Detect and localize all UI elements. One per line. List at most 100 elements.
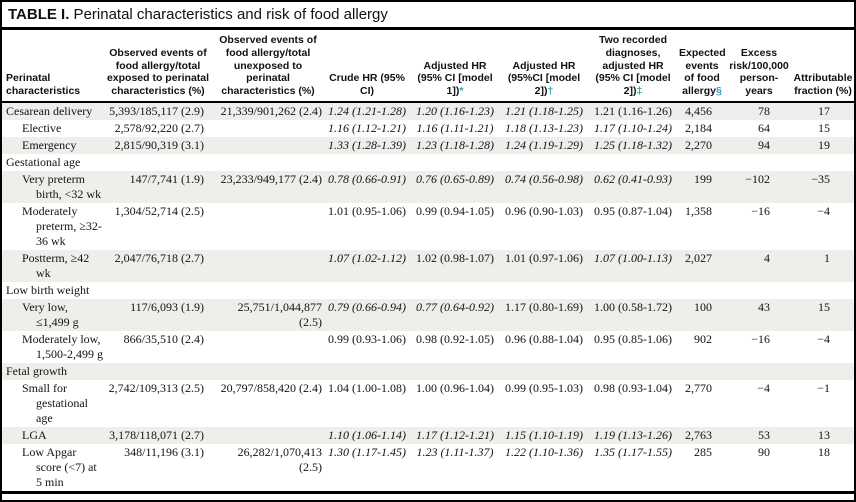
table-cell: 2,770 — [685, 380, 712, 395]
table-cell: 1.00 (0.96-1.04) — [416, 380, 494, 395]
table-cell: 2,270 — [685, 137, 712, 152]
table-cell: 21,339/901,262 (2.4) — [220, 103, 322, 118]
table-cell: 64 — [758, 120, 770, 135]
table-cell: 19 — [818, 137, 830, 152]
table-cell: 0.96 (0.90-1.03) — [505, 203, 583, 218]
table-cell: 1.16 (1.11-1.21) — [416, 120, 494, 135]
column-header-label: Perinatal characteristics — [6, 72, 81, 98]
table-cell: 348/11,196 (3.1) — [124, 444, 204, 459]
table-cell: 13 — [818, 427, 830, 442]
footnote-marker: ‡ — [636, 85, 643, 98]
table-cell: 0.77 (0.64-0.92) — [416, 299, 494, 314]
table-cell: −4 — [757, 380, 770, 395]
footnote-marker: * — [459, 85, 464, 98]
column-header: Adjusted HR (95% CI [model 1])* — [410, 30, 500, 103]
table-cell — [212, 137, 324, 154]
table-body: Cesarean delivery 5,393/185,117 (2.9) 21,3… — [2, 101, 854, 493]
table-cell: 1.07 (1.02-1.12) — [328, 250, 406, 265]
table-cell — [212, 203, 324, 250]
row-label: Postterm, ≥42 wk — [22, 250, 90, 280]
table-cell: 4,456 — [685, 103, 712, 118]
table-cell: 1.21 (1.16-1.26) — [594, 103, 672, 118]
table-cell: 1.00 (0.58-1.72) — [594, 299, 672, 314]
table-cell: 2,815/90,319 (3.1) — [114, 137, 204, 152]
column-header-label: Observed events of food allergy/total un… — [219, 34, 317, 98]
table-cell — [212, 427, 324, 444]
table-cell: 0.79 (0.66-0.94) — [328, 299, 406, 314]
table-cell: 15 — [818, 299, 830, 314]
table-cell: 0.76 (0.65-0.89) — [416, 171, 494, 186]
table-cell: 5,393/185,117 (2.9) — [109, 103, 204, 118]
table-cell: 0.62 (0.41-0.93) — [594, 171, 672, 186]
table-cell: 1.17 (0.80-1.69) — [505, 299, 583, 314]
table-cell: 1.33 (1.28-1.39) — [328, 137, 406, 152]
table-cell: −4 — [817, 331, 830, 346]
row-label: LGA — [22, 427, 47, 442]
column-header: Excess risk/100,000 person-years — [726, 30, 792, 103]
table-cell: −102 — [745, 171, 770, 186]
table-cell: 1.35 (1.17-1.55) — [594, 444, 672, 459]
table-cell: 26,282/1,070,413 (2.5) — [237, 444, 322, 474]
table-cell: 17 — [818, 103, 830, 118]
table-cell: −16 — [751, 203, 770, 218]
perinatal-characteristics-table: Perinatal characteristics Observed events… — [2, 30, 854, 494]
table-cell: 20,797/858,420 (2.4) — [220, 380, 322, 395]
header-row: Perinatal characteristics Observed events… — [2, 30, 854, 103]
table-cell: 1.01 (0.95-1.06) — [328, 203, 406, 218]
table-row: Elective 2,578/92,220 (2.7) 1.16 (1.12-1.2… — [2, 120, 854, 137]
table-cell: 1.24 (1.19-1.29) — [505, 137, 583, 152]
table-cell: −16 — [751, 331, 770, 346]
column-header-label: Two recorded diagnoses, adjusted HR (95%… — [595, 34, 671, 98]
table-cell: 2,742/109,313 (2.5) — [108, 380, 204, 395]
table-cell: 0.96 (0.88-1.04) — [505, 331, 583, 346]
row-label: Moderately preterm, ≥32-36 wk — [22, 203, 102, 248]
table-cell — [212, 250, 324, 282]
table-row: Cesarean delivery 5,393/185,117 (2.9) 21,3… — [2, 101, 854, 120]
table-cell: 2,578/92,220 (2.7) — [114, 120, 204, 135]
column-header-label: Observed events of food allergy/total ex… — [106, 46, 210, 98]
table-cell: 1.16 (1.12-1.21) — [328, 120, 406, 135]
table-cell: 1.20 (1.16-1.23) — [416, 103, 494, 118]
table-caption: Perinatal characteristics and risk of fo… — [69, 6, 388, 23]
row-label: Very low, ≤1,499 g — [22, 299, 79, 329]
column-header: Expected events of food allergy§ — [678, 30, 726, 103]
table-cell: 1.17 (1.12-1.21) — [416, 427, 494, 442]
table-row: LGA 3,178/118,071 (2.7) 1.10 (1.06-1.14) 1.… — [2, 426, 854, 444]
table-cell: 1.24 (1.21-1.28) — [328, 103, 406, 118]
column-header: Observed events of food allergy/total un… — [212, 30, 324, 103]
column-header: Adjusted HR (95%CI [model 2])† — [500, 30, 588, 103]
column-header: Perinatal characteristics — [2, 30, 104, 103]
table-cell: 1.04 (1.00-1.08) — [328, 380, 406, 395]
footnote-marker: § — [716, 85, 722, 98]
table-cell: 0.95 (0.87-1.04) — [594, 203, 672, 218]
table-cell: 199 — [694, 171, 712, 186]
column-header: Two recorded diagnoses, adjusted HR (95%… — [588, 30, 678, 103]
table-cell: 2,047/76,718 (2.7) — [114, 250, 204, 265]
table-row: Moderately low, 1,500-2,499 g 866/35,510 … — [2, 331, 854, 363]
table-cell: 1 — [824, 250, 830, 265]
table-cell: 1.25 (1.18-1.32) — [594, 137, 672, 152]
column-header-label: Attributable fraction (%) — [793, 72, 853, 98]
table-cell: 53 — [758, 427, 770, 442]
table-cell: 1.10 (1.06-1.14) — [328, 427, 406, 442]
table-cell: 2,027 — [685, 250, 712, 265]
footnote-marker: † — [547, 85, 554, 98]
table-cell: 1.07 (1.00-1.13) — [594, 250, 672, 265]
table-cell: −4 — [817, 203, 830, 218]
table-cell: 1.23 (1.18-1.28) — [416, 137, 494, 152]
table-cell: 0.99 (0.95-1.03) — [505, 380, 583, 395]
table-cell: 0.95 (0.85-1.06) — [594, 331, 672, 346]
table-cell: 1.30 (1.17-1.45) — [328, 444, 406, 459]
row-label: Very preterm birth, <32 wk — [22, 171, 102, 201]
row-label: Elective — [22, 120, 62, 135]
table-cell: 1.01 (0.97-1.06) — [505, 250, 583, 265]
table-cell: 0.99 (0.93-1.06) — [328, 331, 406, 346]
table-cell: 1.02 (0.98-1.07) — [416, 250, 494, 265]
table-cell: 285 — [694, 444, 712, 459]
table-cell: 90 — [758, 444, 770, 459]
section-label: Gestational age — [6, 154, 81, 169]
table-cell: 1.15 (1.10-1.19) — [505, 427, 583, 442]
section-label: Low birth weight — [6, 282, 90, 297]
table-title: TABLE I. Perinatal characteristics and r… — [2, 2, 854, 30]
